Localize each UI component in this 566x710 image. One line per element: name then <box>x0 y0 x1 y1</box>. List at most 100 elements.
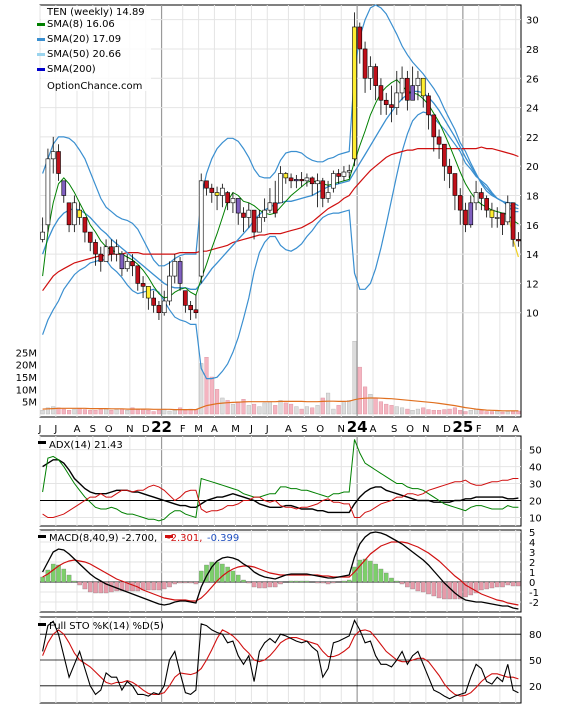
x-tick-label: N <box>126 424 133 435</box>
candle-body <box>140 283 146 287</box>
macd-histogram-bar <box>378 568 384 583</box>
volume-bar <box>389 405 394 415</box>
volume-bar <box>437 410 442 415</box>
candle-body <box>220 187 225 196</box>
volume-bar <box>114 409 119 415</box>
volume-bar <box>363 386 368 415</box>
candle-body <box>77 209 82 218</box>
x-tick-label: M <box>496 424 505 435</box>
volume-bar <box>489 411 494 415</box>
volume-bar <box>310 407 315 415</box>
macd-histogram-bar <box>235 574 241 583</box>
volume-bar <box>262 402 267 415</box>
candle-body <box>457 195 463 211</box>
bollinger-lower-line <box>42 111 519 380</box>
volume-bar <box>352 341 357 415</box>
candle-body <box>40 231 45 240</box>
candle-body <box>431 114 437 138</box>
price-tick-label: 26 <box>526 74 539 85</box>
candle-body <box>146 286 151 299</box>
macd-histogram-bar <box>87 581 93 593</box>
candle-body <box>161 300 167 313</box>
candle-body <box>283 173 289 179</box>
volume-bar <box>77 408 82 415</box>
candle-body <box>172 261 178 277</box>
macd-histogram-bar <box>341 580 347 583</box>
volume-bar <box>426 409 431 415</box>
candle-body <box>447 165 452 174</box>
volume-bar <box>93 410 98 415</box>
candle-body <box>378 85 384 101</box>
volume-bar <box>61 408 66 415</box>
candle-body <box>494 217 500 219</box>
volume-bar <box>72 408 77 415</box>
stochastic-legend-swatch <box>38 623 46 626</box>
candle-body <box>183 290 188 306</box>
price-tick-label: 24 <box>526 104 539 115</box>
macd-histogram-bar <box>230 570 236 583</box>
candle-body <box>267 202 273 211</box>
legend-swatch <box>37 23 45 26</box>
x-tick-label: J <box>53 424 57 435</box>
legend-entry: SMA(200) <box>47 64 96 75</box>
volume-bar <box>299 408 304 415</box>
macd-histogram-bar <box>262 581 267 589</box>
ticker-label: TEN (weekly) 14.89 <box>46 7 145 18</box>
candle-body <box>198 180 204 277</box>
macd-histogram-bar <box>484 581 489 590</box>
candle-body <box>109 246 114 255</box>
adx-tick-label: 40 <box>529 463 542 474</box>
x-tick-label: J <box>265 424 269 435</box>
volume-bar <box>241 399 246 415</box>
candle-body <box>114 246 119 255</box>
macd-histogram-bar <box>251 581 257 588</box>
x-tick-label: A <box>211 424 218 435</box>
volume-bar <box>495 410 500 415</box>
volume-bar <box>315 405 320 415</box>
x-tick-label: D <box>443 424 451 435</box>
macd-signal-label: -2.301, <box>167 533 202 544</box>
candle-body <box>415 77 421 86</box>
x-tick-label: D <box>142 424 150 435</box>
volume-bar <box>51 406 56 415</box>
adx-tick-label: 10 <box>529 514 542 525</box>
stochastic-tick-label: 20 <box>529 682 542 693</box>
candle-body <box>468 202 474 226</box>
volume-bar <box>146 410 151 415</box>
volume-bar <box>368 394 373 415</box>
candle-body <box>188 305 193 311</box>
candle-body <box>257 217 262 233</box>
x-tick-label: O <box>406 424 414 435</box>
volume-bar <box>304 406 309 415</box>
macd-histogram-bar <box>352 566 357 583</box>
volume-bar <box>289 403 294 415</box>
candle-body <box>294 179 299 182</box>
x-tick-label: S <box>301 424 307 435</box>
macd-histogram-bar <box>405 581 410 588</box>
adx-tick-label: 50 <box>529 446 542 457</box>
volume-bar <box>141 408 146 415</box>
macd-histogram-bar <box>510 581 516 587</box>
x-tick-label: N <box>338 424 345 435</box>
macd-histogram-bar <box>72 580 77 583</box>
macd-histogram-bar <box>394 580 400 583</box>
volume-bar <box>415 408 420 415</box>
macd-histogram-bar <box>410 581 415 590</box>
macd-histogram-bar <box>420 581 426 593</box>
candle-body <box>484 198 489 211</box>
candle-body <box>193 309 199 313</box>
candle-body <box>368 66 373 79</box>
volume-bar <box>172 410 177 415</box>
x-tick-label: J <box>38 424 42 435</box>
macd-histogram-bar <box>463 581 468 598</box>
macd-histogram-bar <box>220 563 225 583</box>
volume-bar <box>357 366 362 415</box>
macd-histogram-bar <box>304 580 310 583</box>
adx-tick-label: 30 <box>529 480 542 491</box>
candle-body <box>45 158 51 226</box>
price-tick-label: 14 <box>526 250 539 261</box>
volume-bar <box>257 406 262 415</box>
macd-histogram-bar <box>82 581 88 590</box>
macd-histogram-bar <box>124 581 130 592</box>
